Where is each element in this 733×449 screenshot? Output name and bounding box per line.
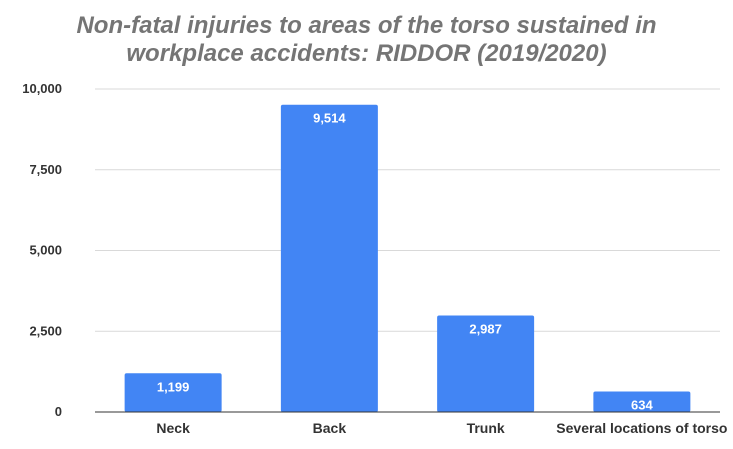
data-label: 1,199 <box>157 379 190 394</box>
gridlines <box>95 88 720 332</box>
bars: 1,199 9,514 2,987 634 <box>124 104 691 413</box>
y-tick-label: 2,500 <box>29 323 62 338</box>
x-tick-label: Neck <box>156 420 190 436</box>
data-label: 2,987 <box>469 322 502 337</box>
y-tick-label: 5,000 <box>29 243 62 258</box>
data-label: 634 <box>631 398 653 413</box>
chart-title: Non-fatal injuries to areas of the torso… <box>0 12 733 68</box>
data-label: 9,514 <box>313 111 346 126</box>
chart-title-line-1: Non-fatal injuries to areas of the torso… <box>76 12 657 39</box>
x-axis: Neck Back Trunk Several locations of torso <box>95 411 727 436</box>
y-tick-label: 10,000 <box>22 81 62 96</box>
bar-back <box>280 104 378 412</box>
bar-several-locations-of-torso <box>593 391 691 412</box>
y-axis: 0 2,500 5,000 7,500 10,000 <box>22 81 62 419</box>
bar-trunk <box>437 315 535 412</box>
chart-title-line-2: workplace accidents: RIDDOR (2019/2020) <box>126 40 607 67</box>
x-tick-label: Several locations of torso <box>556 420 727 436</box>
y-tick-label: 0 <box>55 404 62 419</box>
x-tick-label: Trunk <box>467 420 505 436</box>
y-tick-label: 7,500 <box>29 162 62 177</box>
x-tick-label: Back <box>313 420 347 436</box>
bar-neck <box>124 373 222 412</box>
